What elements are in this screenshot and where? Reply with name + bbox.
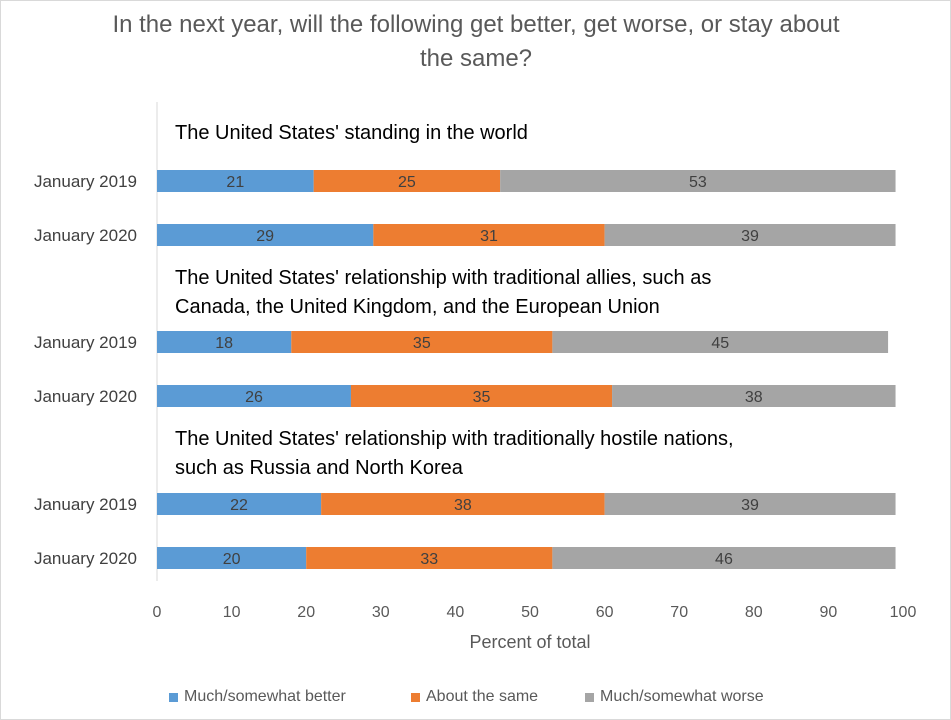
legend-item-worse: Much/somewhat worse — [585, 688, 764, 706]
legend-swatch-worse — [585, 692, 594, 702]
data-label: 18 — [215, 335, 233, 352]
bar-segment — [350, 385, 613, 407]
legend-swatch-better — [169, 692, 178, 702]
bar-segment — [604, 224, 896, 246]
bar-segment — [157, 493, 322, 515]
bar-segment — [157, 170, 314, 192]
legend-label-better: Much/somewhat better — [184, 688, 346, 705]
group-heading: such as Russia and North Korea — [175, 457, 464, 479]
bar-segment — [291, 331, 553, 353]
bar-segment — [157, 547, 307, 569]
bar-segment — [157, 331, 292, 353]
x-tick-label: 50 — [521, 604, 539, 621]
bar-segment — [500, 170, 896, 192]
data-label: 39 — [741, 497, 759, 514]
bar-segment — [321, 493, 605, 515]
bar-segment — [157, 224, 374, 246]
data-label: 35 — [413, 335, 431, 352]
category-label: January 2019 — [34, 172, 137, 191]
data-label: 20 — [223, 551, 241, 568]
category-label: January 2019 — [34, 495, 137, 514]
legend-item-better: Much/somewhat better — [169, 688, 346, 706]
x-tick-label: 0 — [153, 604, 162, 621]
x-tick-label: 90 — [820, 604, 838, 621]
bar-segment — [313, 170, 501, 192]
bar-segment — [604, 493, 896, 515]
data-label: 26 — [245, 389, 263, 406]
group-heading: Canada, the United Kingdom, and the Euro… — [175, 296, 660, 318]
data-label: 33 — [420, 551, 438, 568]
category-label: January 2020 — [34, 549, 137, 568]
data-label: 53 — [689, 174, 707, 191]
x-tick-label: 30 — [372, 604, 390, 621]
x-tick-label: 40 — [447, 604, 465, 621]
data-label: 38 — [454, 497, 472, 514]
group-heading: The United States' standing in the world — [175, 122, 528, 144]
legend-label-worse: Much/somewhat worse — [600, 688, 764, 705]
data-label: 31 — [480, 228, 498, 245]
bar-segment — [157, 385, 351, 407]
bar-segment — [552, 331, 889, 353]
x-tick-label: 80 — [745, 604, 763, 621]
x-axis-title: Percent of total — [469, 632, 590, 652]
chart-title: In the next year, will the following get… — [112, 11, 840, 72]
legend-swatch-same — [411, 692, 420, 702]
x-tick-label: 60 — [596, 604, 614, 621]
data-label: 22 — [230, 497, 248, 514]
category-label: January 2020 — [34, 226, 137, 245]
group-heading: The United States' relationship with tra… — [175, 428, 734, 450]
data-label: 21 — [226, 174, 244, 191]
category-label: January 2019 — [34, 333, 137, 352]
x-tick-label: 10 — [223, 604, 241, 621]
data-label: 39 — [741, 228, 759, 245]
category-label: January 2020 — [34, 387, 137, 406]
group-heading: The United States' relationship with tra… — [175, 267, 711, 289]
data-label: 46 — [715, 551, 733, 568]
data-label: 38 — [745, 389, 763, 406]
x-tick-label: 100 — [890, 604, 917, 621]
bar-segment — [373, 224, 605, 246]
x-tick-label: 70 — [670, 604, 688, 621]
legend-label-same: About the same — [426, 688, 539, 705]
bar-segment — [306, 547, 553, 569]
data-label: 25 — [398, 174, 416, 191]
data-label: 45 — [711, 335, 729, 352]
data-label: 29 — [256, 228, 274, 245]
x-tick-label: 20 — [297, 604, 315, 621]
bar-segment — [552, 547, 896, 569]
data-label: 35 — [473, 389, 491, 406]
legend-item-same: About the same — [411, 688, 538, 706]
chart-legend: Much/somewhat better About the same Much… — [0, 688, 951, 710]
bar-segment — [612, 385, 896, 407]
